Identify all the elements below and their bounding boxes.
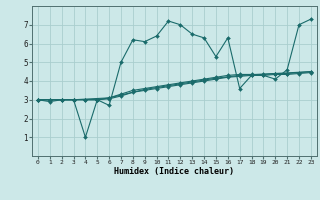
X-axis label: Humidex (Indice chaleur): Humidex (Indice chaleur): [115, 167, 234, 176]
